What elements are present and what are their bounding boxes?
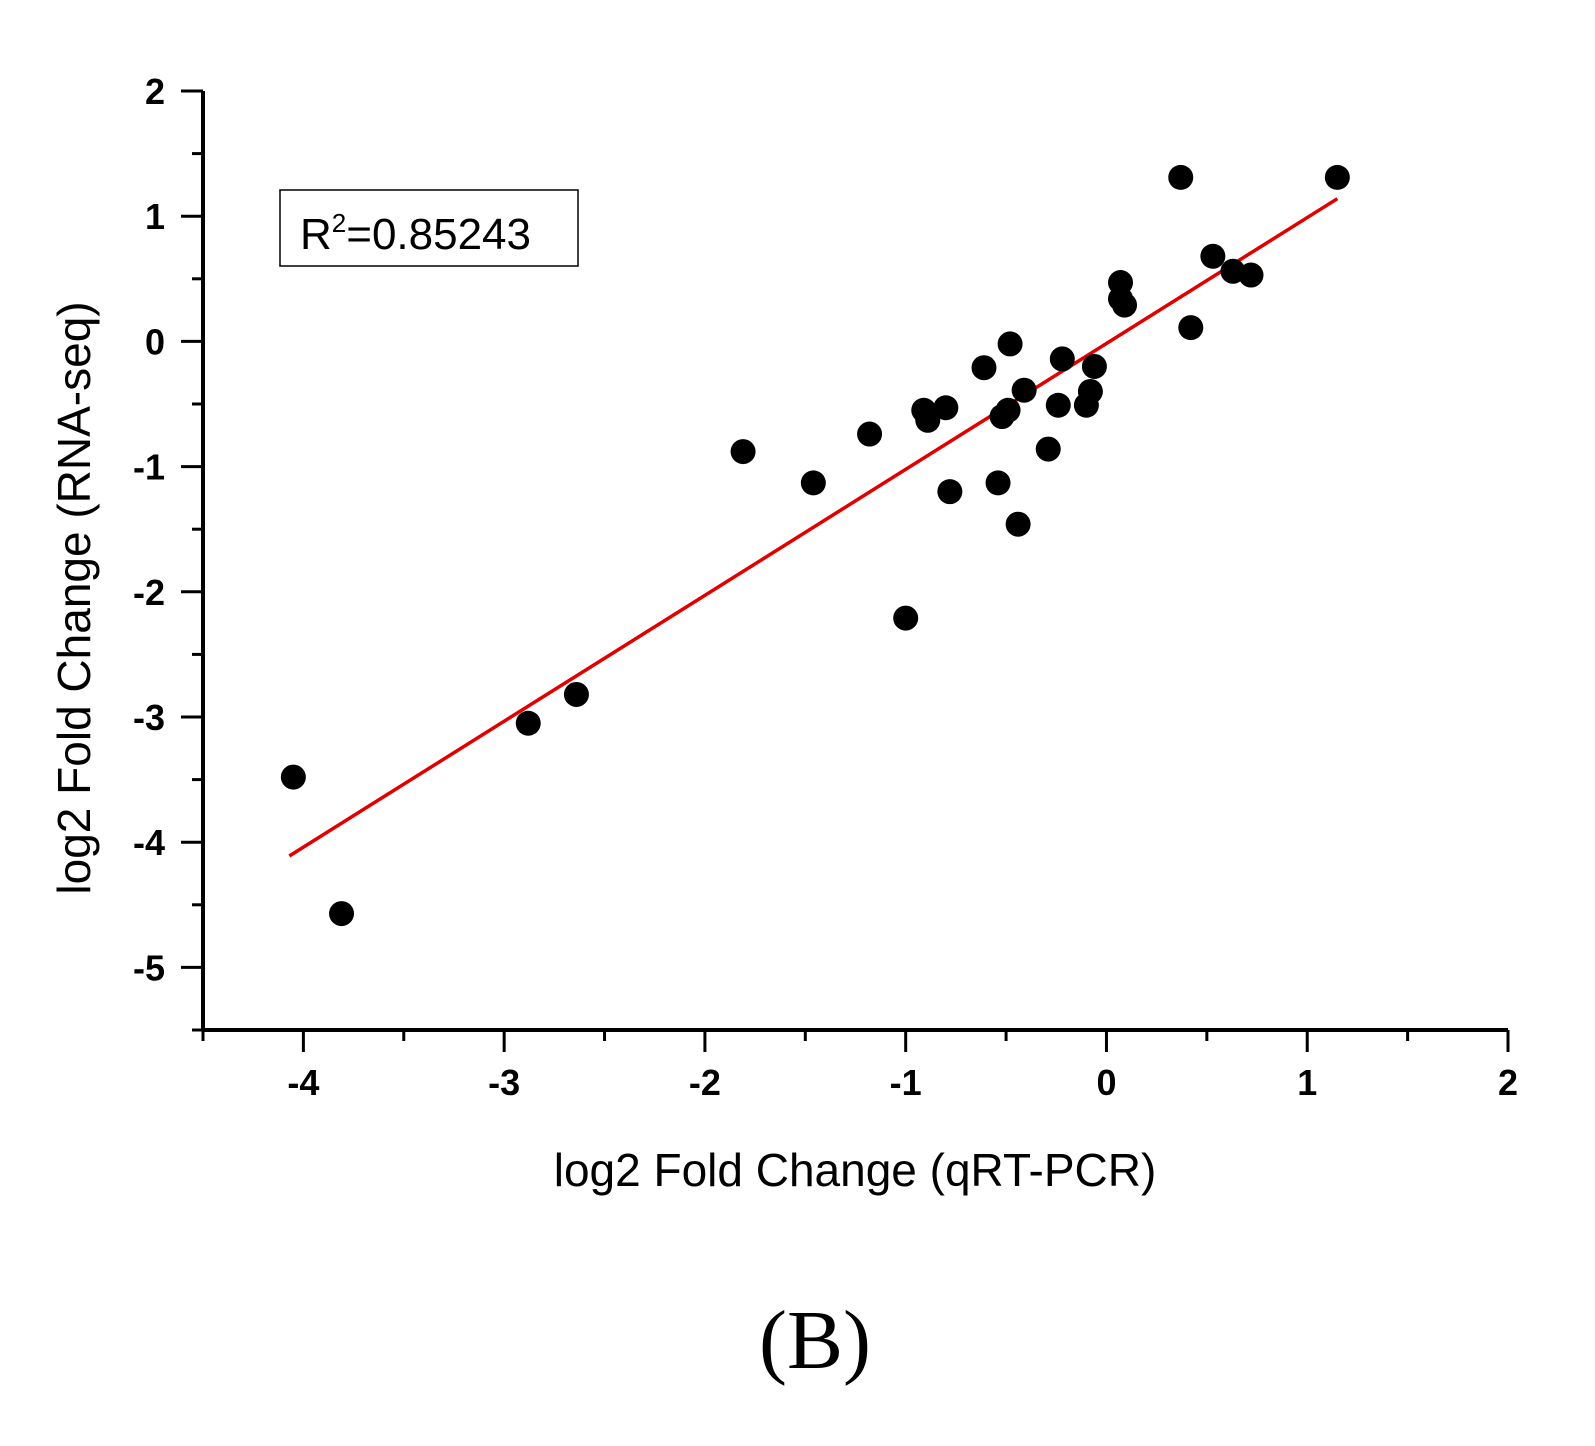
- y-tick-label: -3: [133, 697, 165, 738]
- data-point: [971, 355, 997, 381]
- data-point: [563, 681, 589, 707]
- fit-line: [288, 197, 1339, 858]
- regression-fit: [288, 197, 1339, 858]
- x-tick-label: 1: [1297, 1062, 1317, 1103]
- data-point: [329, 901, 355, 927]
- r2-annotation-box: R2=0.85243: [279, 189, 579, 267]
- panel-label: (B): [759, 1294, 871, 1387]
- data-point: [997, 331, 1023, 357]
- r2-value: =0.85243: [346, 210, 531, 259]
- data-point: [985, 470, 1011, 496]
- y-tick-label: -1: [133, 447, 165, 488]
- y-tick-label: -4: [133, 822, 165, 863]
- data-point: [995, 397, 1021, 423]
- data-point: [1324, 164, 1350, 190]
- data-point: [1178, 315, 1204, 341]
- y-tick-label: 2: [145, 71, 165, 112]
- x-tick-label: 0: [1096, 1062, 1116, 1103]
- x-tick-label: 2: [1498, 1062, 1518, 1103]
- data-point: [1011, 377, 1037, 403]
- data-point: [937, 479, 963, 505]
- x-axis-tick-labels: -4 -3 -2 -1 0 1 2: [287, 1062, 1518, 1103]
- data-point: [857, 421, 883, 447]
- data-point: [1081, 353, 1107, 379]
- x-axis-ticks: [201, 1030, 1510, 1052]
- data-point: [915, 407, 941, 433]
- y-tick-label: -5: [133, 947, 165, 988]
- x-tick-label: -3: [488, 1062, 520, 1103]
- y-axis-ticks: [181, 89, 203, 1032]
- x-axis-title: log2 Fold Change (qRT-PCR): [554, 1144, 1157, 1196]
- data-point: [893, 605, 919, 631]
- data-point: [1108, 270, 1134, 296]
- data-point: [1049, 346, 1075, 372]
- r2-superscript: 2: [332, 208, 346, 238]
- data-point: [800, 470, 826, 496]
- data-point: [1168, 164, 1194, 190]
- y-axis-tick-labels: 2 1 0 -1 -2 -3 -4 -5: [133, 71, 165, 988]
- y-tick-label: 1: [145, 196, 165, 237]
- data-point: [1005, 511, 1031, 537]
- r2-box-border: [279, 189, 579, 267]
- y-axis-title: log2 Fold Change (RNA-seq): [48, 301, 100, 894]
- y-tick-label: 0: [145, 321, 165, 362]
- data-point: [1238, 262, 1264, 288]
- r2-prefix: R: [300, 210, 332, 259]
- data-point: [1112, 292, 1138, 318]
- data-point: [1045, 392, 1071, 418]
- x-tick-label: -4: [287, 1062, 319, 1103]
- x-tick-label: -1: [890, 1062, 922, 1103]
- axes: [201, 91, 1508, 1032]
- y-tick-label: -2: [133, 572, 165, 613]
- data-point: [1035, 436, 1061, 462]
- x-tick-label: -2: [689, 1062, 721, 1103]
- data-point: [280, 764, 306, 790]
- data-point: [730, 439, 756, 465]
- data-point: [1200, 243, 1226, 269]
- r2-label: R2=0.85243: [300, 208, 531, 259]
- data-point: [933, 395, 959, 421]
- data-point: [515, 710, 541, 736]
- data-point: [1077, 378, 1103, 404]
- scatter-points: [280, 164, 1350, 927]
